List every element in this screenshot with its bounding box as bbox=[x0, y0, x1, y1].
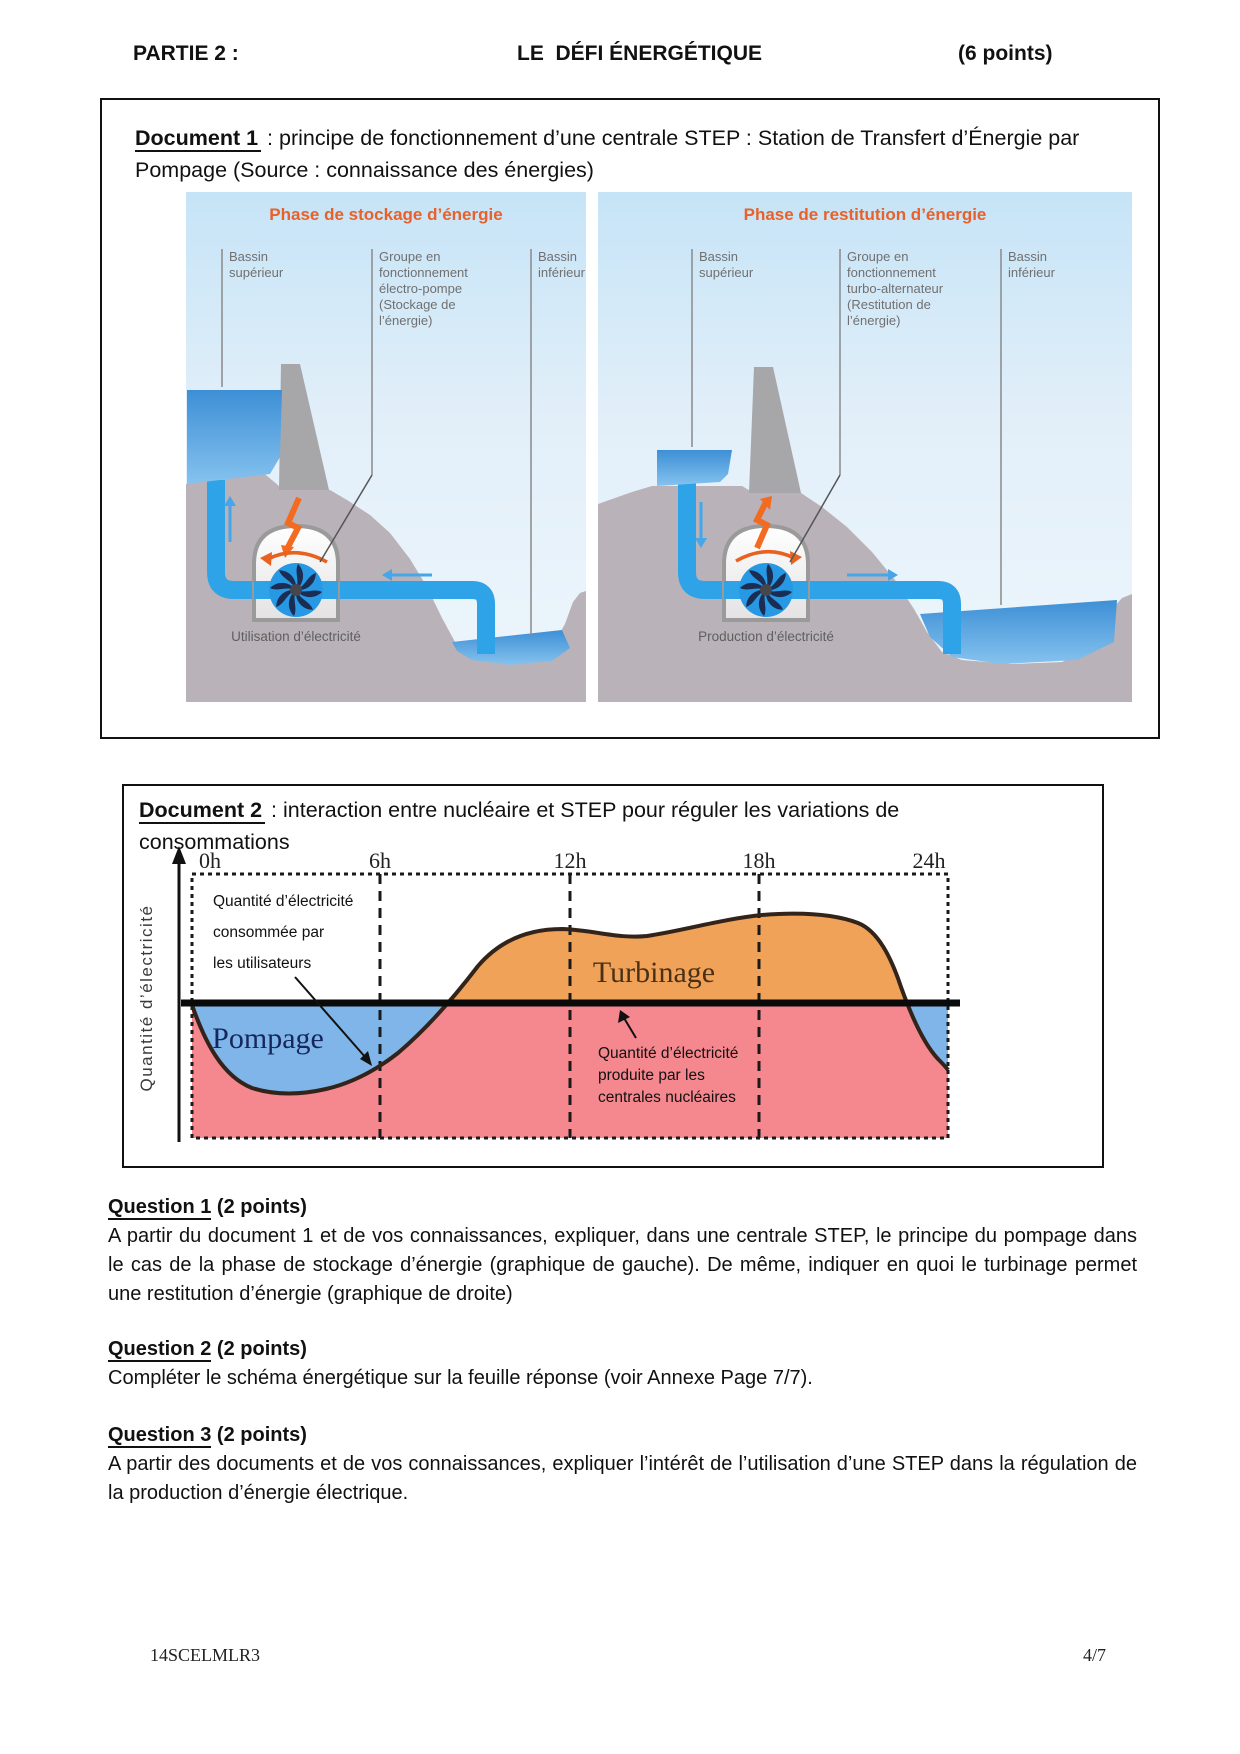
tick-12h: 12h bbox=[554, 848, 587, 873]
footer-page-number: 4/7 bbox=[1083, 1645, 1107, 1665]
question-1: Question 1 (2 points) A partir du docume… bbox=[108, 1196, 1137, 1309]
label-bassin-superieur: Bassin supérieur bbox=[699, 249, 754, 280]
header-part-label: PARTIE 2 : bbox=[133, 42, 239, 65]
step-panel-restitution: Phase de restitution d’énergie Bassin sup… bbox=[598, 192, 1132, 702]
question3-points: (2 points) bbox=[216, 1424, 307, 1446]
label-production: Production d’électricité bbox=[698, 629, 834, 644]
rotation-arrow-icon bbox=[735, 550, 802, 565]
label-bassin-superieur: Bassin supérieur bbox=[229, 249, 284, 280]
upper-basin-water bbox=[657, 450, 732, 486]
document1-box: Document 1 : principe de fonctionnement … bbox=[100, 98, 1160, 739]
ref-connector-groupe bbox=[319, 474, 373, 563]
pompage-label: Pompage bbox=[212, 1022, 324, 1055]
pipe bbox=[678, 476, 961, 654]
consumption-curve bbox=[190, 911, 950, 1096]
question-2: Question 2 (2 points) Compléter le schém… bbox=[108, 1338, 1137, 1393]
label-utilisation: Utilisation d’électricité bbox=[231, 629, 361, 644]
annotation-consumption: Quantité d’électricité consommée par les u… bbox=[213, 893, 353, 972]
phase-title: Phase de stockage d’énergie bbox=[269, 205, 502, 224]
document2-title-rest: : interaction entre nucléaire et STEP po… bbox=[139, 798, 900, 854]
header-points: (6 points) bbox=[958, 42, 1053, 65]
tick-24h: 24h bbox=[913, 848, 946, 873]
pipe bbox=[207, 480, 495, 654]
question1-heading: Question 1 bbox=[108, 1196, 212, 1220]
question1-points: (2 points) bbox=[216, 1196, 307, 1218]
question2-body: Compléter le schéma énergétique sur la f… bbox=[108, 1367, 813, 1389]
annotation-consumption-arrow bbox=[294, 976, 372, 1066]
turbine-pump-icon bbox=[269, 563, 323, 617]
lightning-bolt-icon bbox=[752, 496, 772, 550]
annotation-nuclear-arrow bbox=[618, 1010, 637, 1039]
document1-label: Document 1 bbox=[135, 126, 262, 152]
tick-18h: 18h bbox=[743, 848, 776, 873]
lower-basin-water bbox=[452, 630, 570, 665]
ref-connector-groupe bbox=[789, 474, 841, 563]
step-diagram: Phase de stockage d’énergie Bassin supéri… bbox=[186, 192, 1132, 702]
document1-title: Document 1 : principe de fonctionnement … bbox=[135, 122, 1085, 186]
flow-arrow-right bbox=[847, 569, 898, 581]
question3-body: A partir des documents et de vos connais… bbox=[108, 1453, 1137, 1504]
label-groupe: Groupe en fonctionnement turbo-alternateur… bbox=[847, 249, 944, 328]
step-panel-stockage: Phase de stockage d’énergie Bassin supéri… bbox=[186, 192, 586, 702]
label-bassin-inferieur: Bassin inférieur bbox=[538, 249, 586, 280]
question2-points: (2 points) bbox=[216, 1338, 307, 1360]
dam bbox=[279, 364, 329, 490]
label-bassin-inferieur: Bassin inférieur bbox=[1008, 249, 1056, 280]
footer-code: 14SCELMLR3 bbox=[150, 1645, 261, 1665]
lower-basin-water bbox=[920, 600, 1117, 664]
label-groupe: Groupe en fonctionnement électro-pompe (Sto… bbox=[379, 249, 468, 328]
flow-arrow-left bbox=[382, 569, 432, 581]
document2-title: Document 2 : interaction entre nucléaire… bbox=[139, 794, 1039, 858]
turbine-alternator-icon bbox=[739, 563, 793, 617]
question1-body: A partir du document 1 et de vos connais… bbox=[108, 1225, 1137, 1305]
flow-arrow-up bbox=[224, 496, 236, 542]
turbinage-label: Turbinage bbox=[593, 956, 715, 989]
y-axis-label: Quantité d’électricité bbox=[137, 904, 156, 1091]
pompage-turbinage-chart: Quantité d’électricité 0h 6h 12h 18h 24h… bbox=[137, 846, 960, 1142]
tick-6h: 6h bbox=[369, 848, 391, 873]
annotation-nuclear: Quantité d’électricité produite par les ce… bbox=[598, 1045, 738, 1106]
question2-heading: Question 2 bbox=[108, 1338, 212, 1362]
page-title: LE DÉFI ÉNERGÉTIQUE bbox=[517, 42, 763, 65]
document2-label: Document 2 bbox=[139, 798, 266, 824]
phase-title: Phase de restitution d’énergie bbox=[744, 205, 987, 224]
document1-title-rest: : principe de fonctionnement d’une centr… bbox=[135, 126, 1080, 182]
question-3: Question 3 (2 points) A partir des docum… bbox=[108, 1424, 1137, 1508]
question3-heading: Question 3 bbox=[108, 1424, 212, 1448]
y-axis-arrow-icon bbox=[172, 846, 186, 864]
upper-basin-water bbox=[187, 390, 282, 484]
dam bbox=[749, 367, 801, 493]
tick-0h: 0h bbox=[199, 848, 221, 873]
flow-arrow-down bbox=[695, 502, 707, 548]
